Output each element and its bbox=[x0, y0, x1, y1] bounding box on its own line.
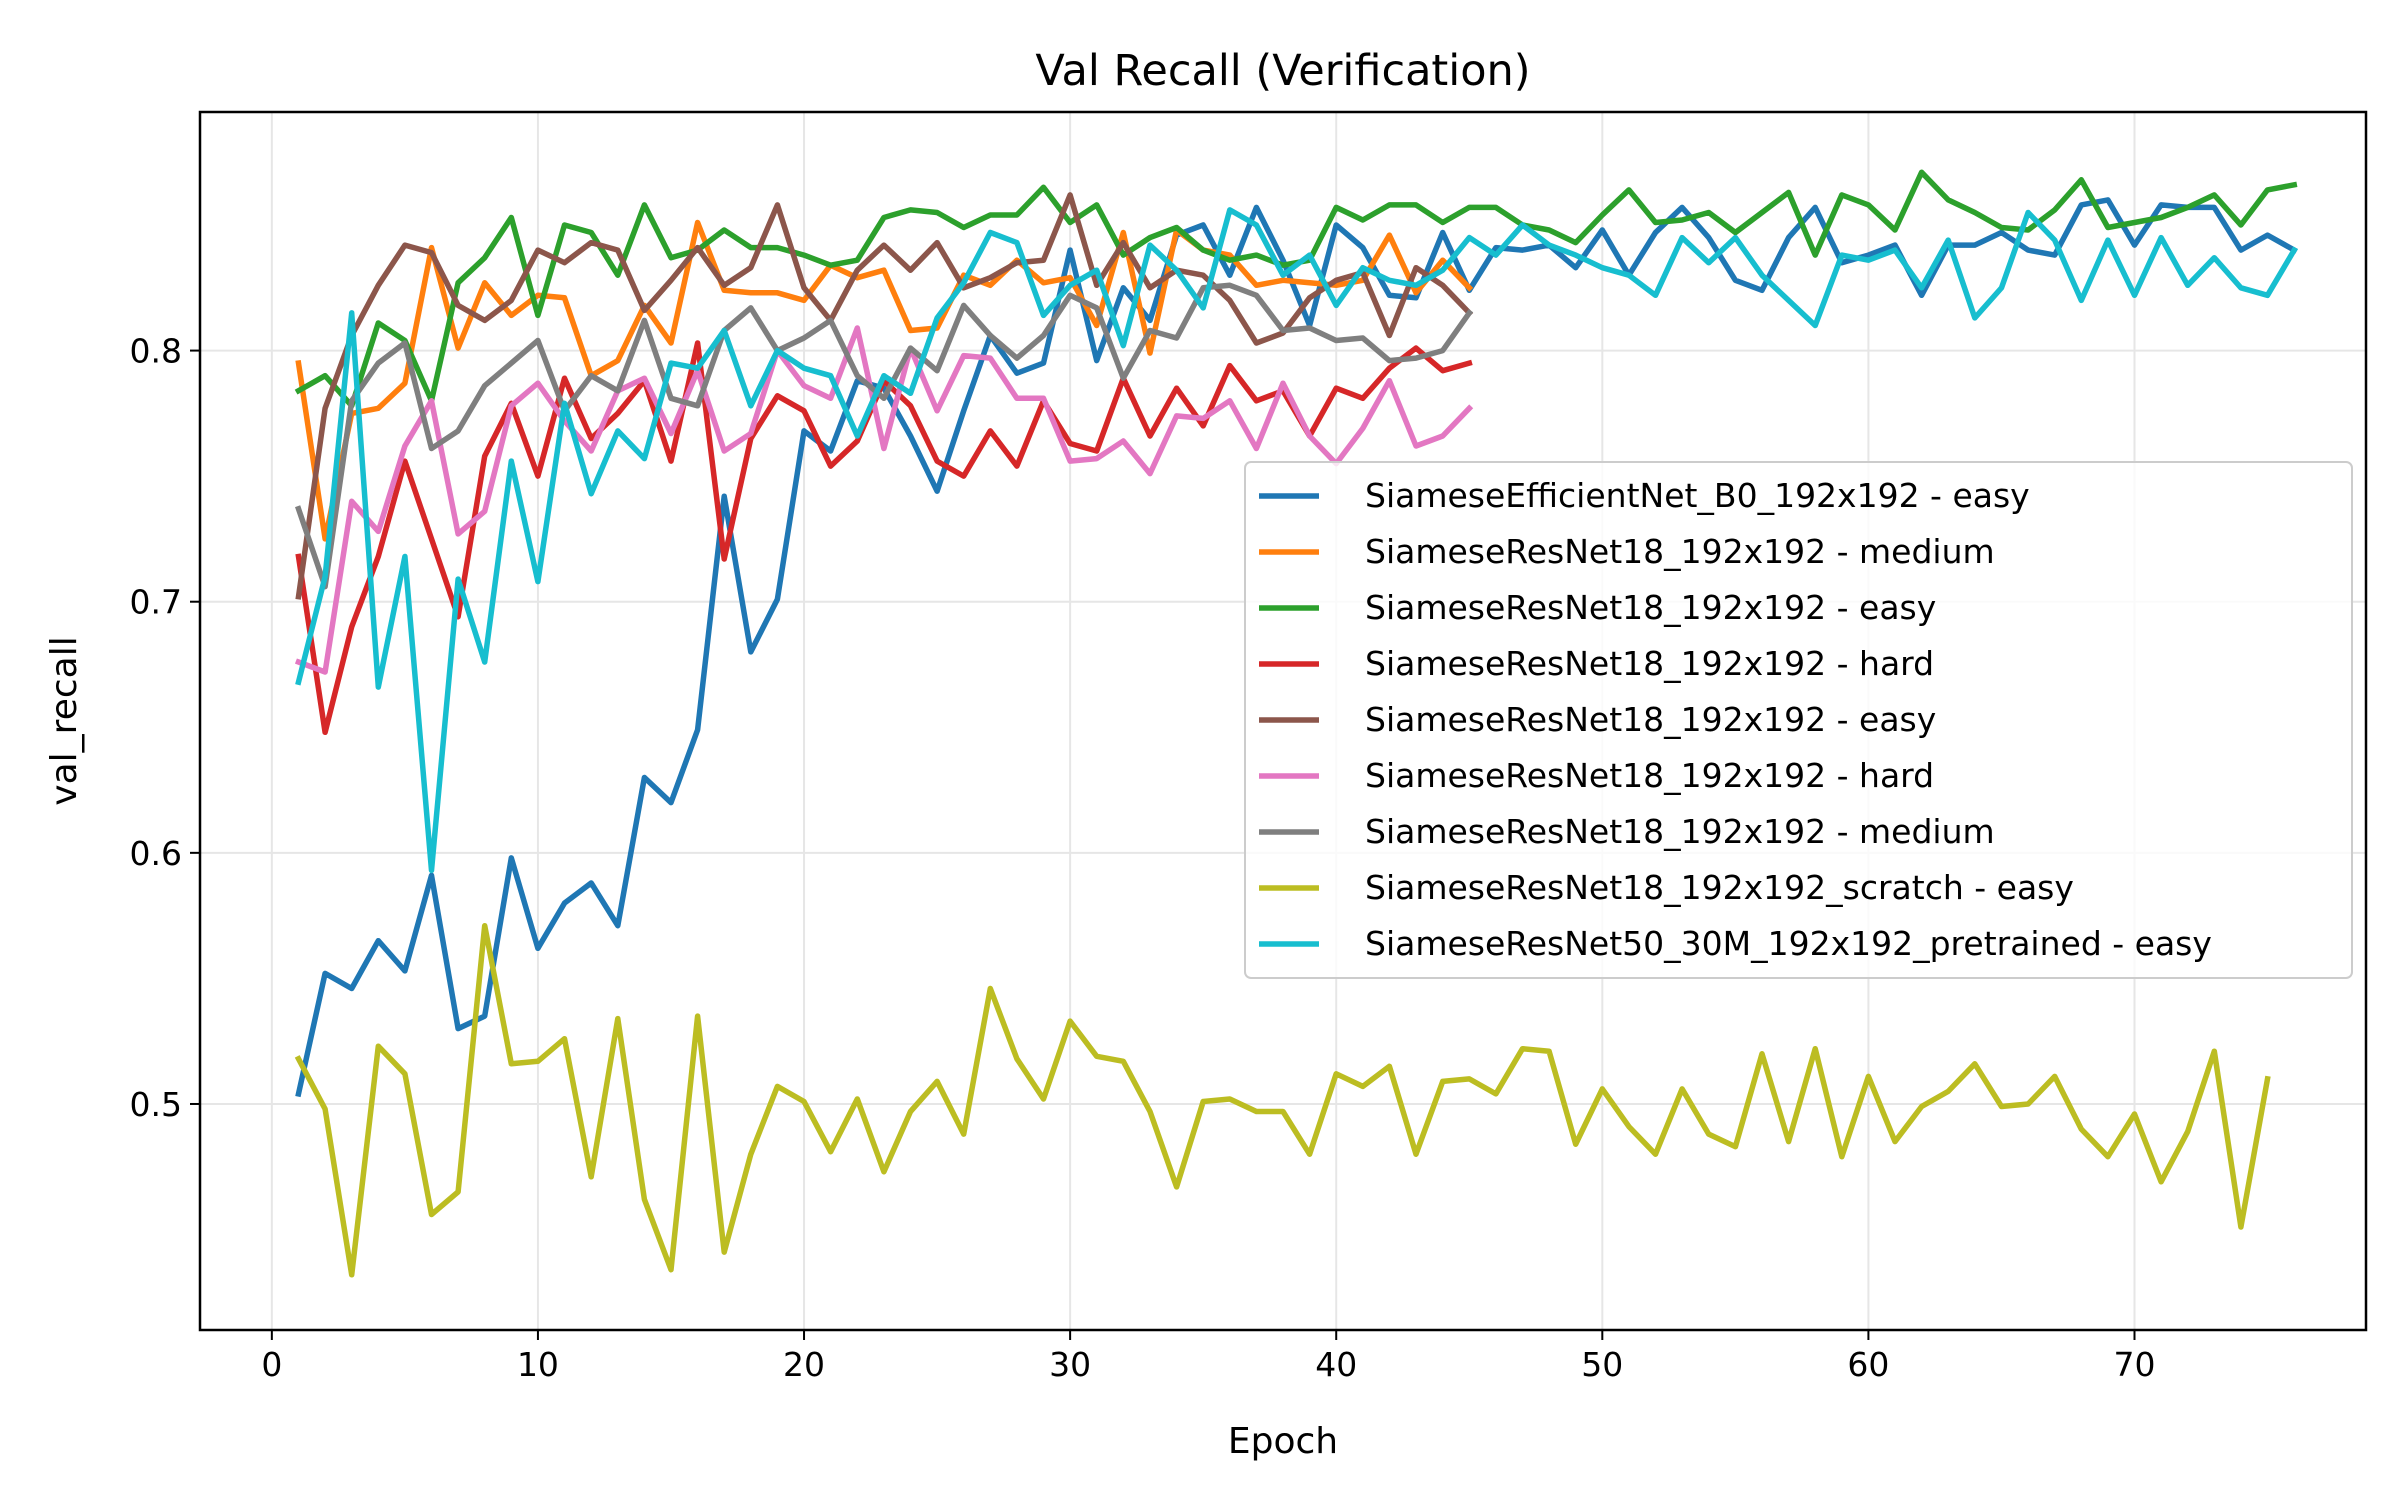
legend-label: SiameseResNet18_192x192 - hard bbox=[1365, 644, 1934, 683]
series-line-1 bbox=[295, 197, 2298, 1098]
x-tick-label: 40 bbox=[1315, 1345, 1357, 1384]
y-tick-label: 0.5 bbox=[130, 1085, 182, 1124]
legend-label: SiameseResNet18_192x192 - easy bbox=[1365, 700, 1936, 739]
x-tick-label: 10 bbox=[517, 1345, 559, 1384]
legend-label: SiameseResNet50_30M_192x192_pretrained -… bbox=[1365, 924, 2212, 963]
legend: SiameseEfficientNet_B0_192x192 - easy Sia… bbox=[1244, 461, 2353, 979]
series-line-2 bbox=[295, 219, 1474, 542]
legend-label: SiameseResNet18_192x192 - easy bbox=[1365, 588, 1936, 627]
y-tick-label: 0.8 bbox=[130, 332, 182, 371]
x-tick-label: 20 bbox=[783, 1345, 825, 1384]
chart-title: Val Recall (Verification) bbox=[1035, 46, 1530, 96]
y-tick-label: 0.7 bbox=[130, 583, 182, 622]
series-line-8 bbox=[294, 922, 2271, 1278]
series-line-9 bbox=[295, 207, 2298, 874]
series-line-5 bbox=[295, 192, 1474, 600]
legend-label: SiameseResNet18_192x192 - hard bbox=[1365, 756, 1934, 795]
legend-box bbox=[1244, 461, 2353, 979]
x-tick-label: 60 bbox=[1847, 1345, 1889, 1384]
y-tick-label: 0.6 bbox=[130, 834, 182, 873]
legend-label: SiameseResNet18_192x192_scratch - easy bbox=[1365, 868, 2074, 907]
plot-frame bbox=[198, 110, 2368, 1332]
y-axis-label: val_recall bbox=[44, 636, 85, 805]
legend-label: SiameseResNet18_192x192 - medium bbox=[1365, 812, 1995, 851]
legend-label: SiameseEfficientNet_B0_192x192 - easy bbox=[1365, 476, 2030, 515]
x-tick-label: 0 bbox=[261, 1345, 282, 1384]
legend-label: SiameseResNet18_192x192 - medium bbox=[1365, 532, 1995, 571]
x-tick-label: 50 bbox=[1581, 1345, 1623, 1384]
series-line-6 bbox=[294, 325, 1474, 675]
x-tick-label: 30 bbox=[1049, 1345, 1091, 1384]
series-lines bbox=[294, 169, 2298, 1278]
x-tick-label: 70 bbox=[2113, 1345, 2155, 1384]
x-axis-label: Epoch bbox=[1228, 1421, 1338, 1462]
series-line-7 bbox=[295, 282, 1474, 590]
axis-ticks: 0 10 20 30 40 50 60 70 0.5 0.6 0.7 0.8 bbox=[130, 332, 2156, 1384]
